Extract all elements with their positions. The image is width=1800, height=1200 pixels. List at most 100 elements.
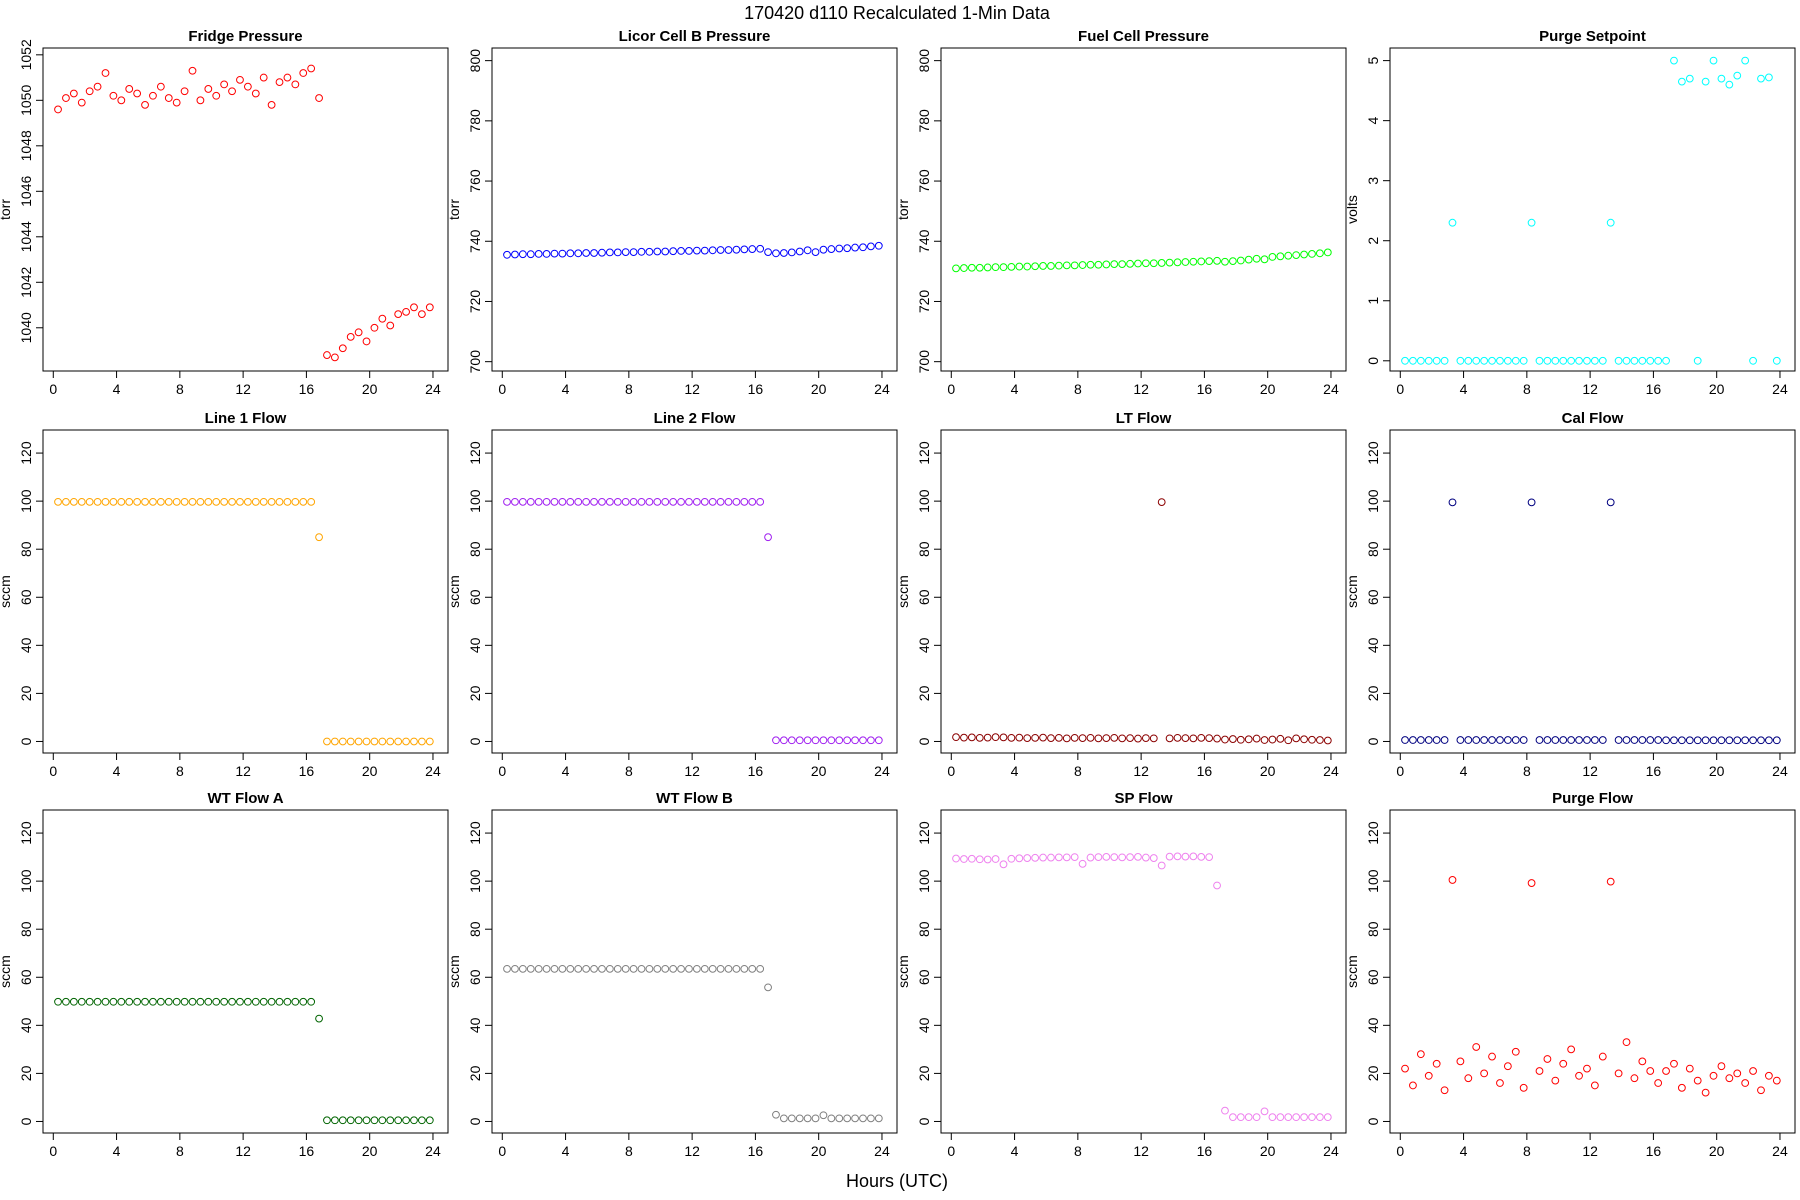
data-point: [835, 736, 844, 745]
data-point: [756, 244, 765, 253]
data-point: [716, 964, 725, 973]
y-axis-label: sccm: [446, 575, 462, 608]
y-tick-label: 720: [467, 290, 483, 314]
data-point: [1276, 252, 1285, 261]
data-point: [645, 247, 654, 256]
y-tick-label: 1048: [18, 130, 34, 161]
data-point: [811, 1114, 820, 1123]
data-point: [283, 997, 292, 1006]
data-point: [1741, 1079, 1750, 1087]
panel: WT Flow B sccm 0 4 8 12 16 20 24 0 20 40 60 80 100 120: [446, 790, 898, 1159]
data-point: [772, 736, 780, 745]
panel: Fridge Pressure torr 0 4 8 12 16 20 24 1040 1042 10…: [0, 28, 449, 397]
data-point: [1543, 736, 1552, 744]
data-point: [283, 497, 292, 506]
data-point: [1189, 734, 1198, 743]
data-point: [582, 964, 591, 973]
data-point: [1401, 736, 1409, 744]
data-point: [1733, 736, 1742, 745]
y-tick-label: 720: [916, 290, 932, 314]
data-point: [1260, 736, 1269, 744]
data-point: [212, 497, 221, 506]
data-point: [417, 737, 426, 746]
data-point: [1709, 56, 1718, 65]
x-tick-label: 24: [874, 763, 890, 779]
panel: Fuel Cell Pressure torr 0 4 8 12 16 20 24 700 720 7…: [895, 28, 1347, 397]
data-point: [772, 1110, 780, 1119]
data-point: [1638, 1057, 1647, 1066]
x-tick-label: 20: [1709, 1143, 1725, 1159]
data-point: [1244, 255, 1253, 264]
plot-frame: [940, 47, 1347, 372]
y-tick-label: 20: [18, 1065, 34, 1081]
x-tick-label: 12: [1133, 381, 1149, 397]
y-tick-label: 40: [467, 637, 483, 653]
data-point: [1284, 251, 1293, 260]
data-point: [1308, 250, 1316, 258]
data-point: [1622, 356, 1631, 365]
data-point: [1535, 736, 1544, 744]
y-tick-label: 60: [467, 589, 483, 605]
data-point: [196, 497, 205, 506]
data-point: [605, 248, 614, 257]
data-point: [299, 997, 308, 1006]
panel: Line 2 Flow sccm 0 4 8 12 16 20 24 0 20 40 60 80 100 12…: [446, 410, 898, 779]
data-point: [1527, 218, 1536, 227]
panel-title: Licor Cell B Pressure: [619, 28, 771, 45]
data-point: [172, 997, 181, 1006]
data-point: [503, 964, 511, 973]
data-point: [851, 1114, 859, 1123]
y-axis-label: sccm: [1344, 955, 1360, 988]
data-point: [1551, 1076, 1560, 1085]
data-point: [1039, 262, 1047, 270]
y-tick-label: 100: [18, 869, 34, 893]
data-point: [637, 964, 646, 973]
data-point: [756, 964, 765, 973]
data-point: [748, 497, 757, 506]
data-point: [188, 997, 197, 1006]
data-point: [1741, 56, 1750, 65]
x-tick-label: 16: [748, 381, 764, 397]
data-point: [267, 497, 276, 506]
data-point: [874, 736, 883, 745]
data-point: [637, 497, 646, 506]
data-point: [1543, 1055, 1552, 1063]
data-point: [1086, 260, 1095, 269]
data-point: [748, 245, 757, 253]
data-point: [613, 248, 622, 257]
data-point: [724, 246, 733, 254]
data-point: [819, 736, 828, 745]
data-point: [1503, 356, 1512, 365]
data-point: [1047, 734, 1055, 742]
data-point: [590, 964, 598, 973]
data-point: [1701, 736, 1710, 745]
x-tick-label: 0: [498, 763, 506, 779]
data-point: [661, 497, 670, 506]
data-point: [402, 737, 410, 746]
data-point: [417, 310, 426, 319]
data-point: [558, 497, 567, 506]
x-tick-label: 24: [874, 381, 890, 397]
data-point: [1031, 262, 1040, 271]
data-point: [1725, 1074, 1734, 1083]
data-point: [93, 82, 102, 91]
data-point: [1551, 736, 1560, 744]
data-point: [378, 314, 387, 323]
data-point: [338, 1116, 347, 1125]
data-point: [243, 82, 252, 91]
data-point: [716, 246, 725, 254]
data-point: [835, 1114, 844, 1123]
x-tick-label: 0: [947, 763, 955, 779]
data-point: [275, 997, 284, 1006]
data-point: [1078, 261, 1087, 269]
data-point: [212, 997, 221, 1006]
data-point: [1654, 1079, 1663, 1087]
data-point: [1094, 260, 1103, 269]
y-axis-label: volts: [1344, 195, 1360, 224]
data-point: [346, 737, 355, 746]
data-point: [1416, 1050, 1425, 1059]
data-point: [1456, 356, 1465, 365]
x-tick-label: 8: [1074, 763, 1082, 779]
data-point: [1228, 735, 1237, 743]
data-point: [1300, 250, 1308, 259]
